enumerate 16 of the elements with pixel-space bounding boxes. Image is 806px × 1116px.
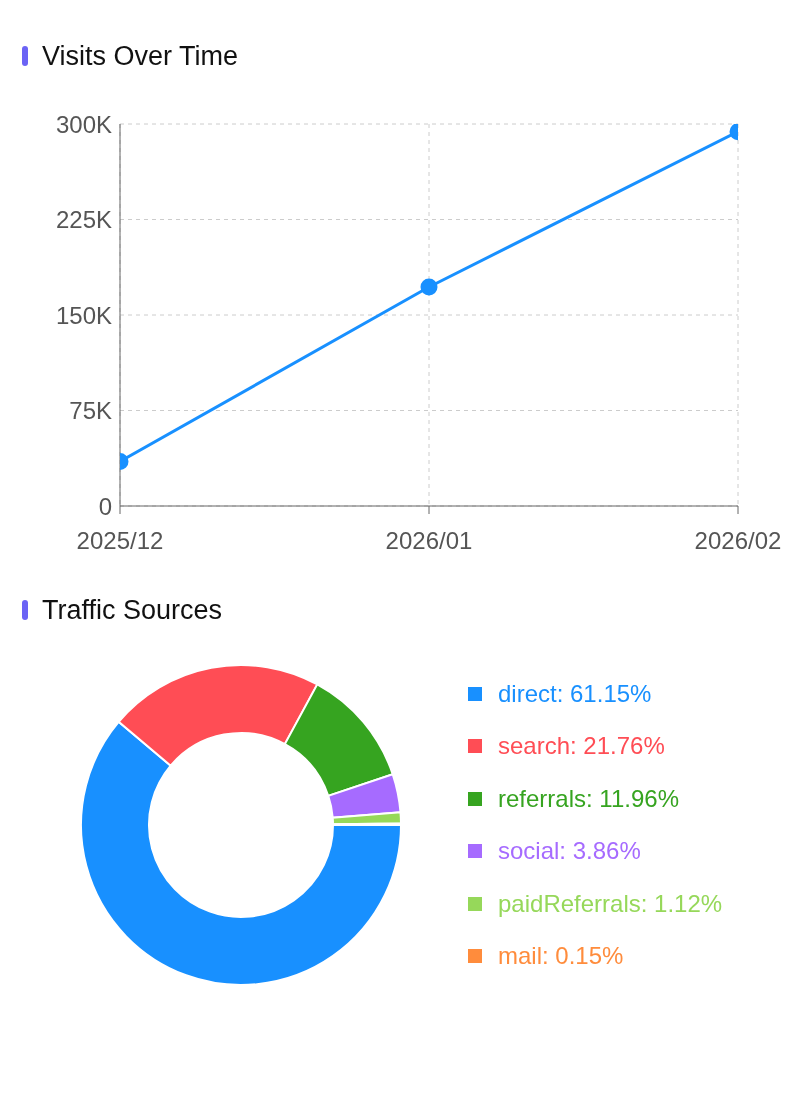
legend-label: direct: 61.15% [498, 679, 652, 708]
legend-label: referrals: 11.96% [498, 784, 679, 813]
chart-title: Visits Over Time [42, 40, 239, 72]
legend-label: search: 21.76% [498, 732, 665, 761]
y-tick-label: 150K [55, 301, 112, 329]
legend-label: social: 3.86% [498, 837, 641, 866]
x-tick-label: 2026/01 [385, 527, 473, 555]
x-tick-label: 2026/02 [694, 527, 782, 555]
y-tick-label: 75K [69, 397, 112, 425]
chart-title: Traffic Sources [42, 594, 223, 626]
y-tick-label: 300K [55, 110, 112, 138]
legend-label: paidReferrals: 1.12% [498, 889, 723, 918]
y-tick-label: 0 [98, 492, 112, 520]
legend-label: mail: 0.15% [498, 942, 624, 971]
y-tick-label: 225K [55, 206, 112, 234]
x-tick-label: 2025/12 [76, 527, 164, 555]
